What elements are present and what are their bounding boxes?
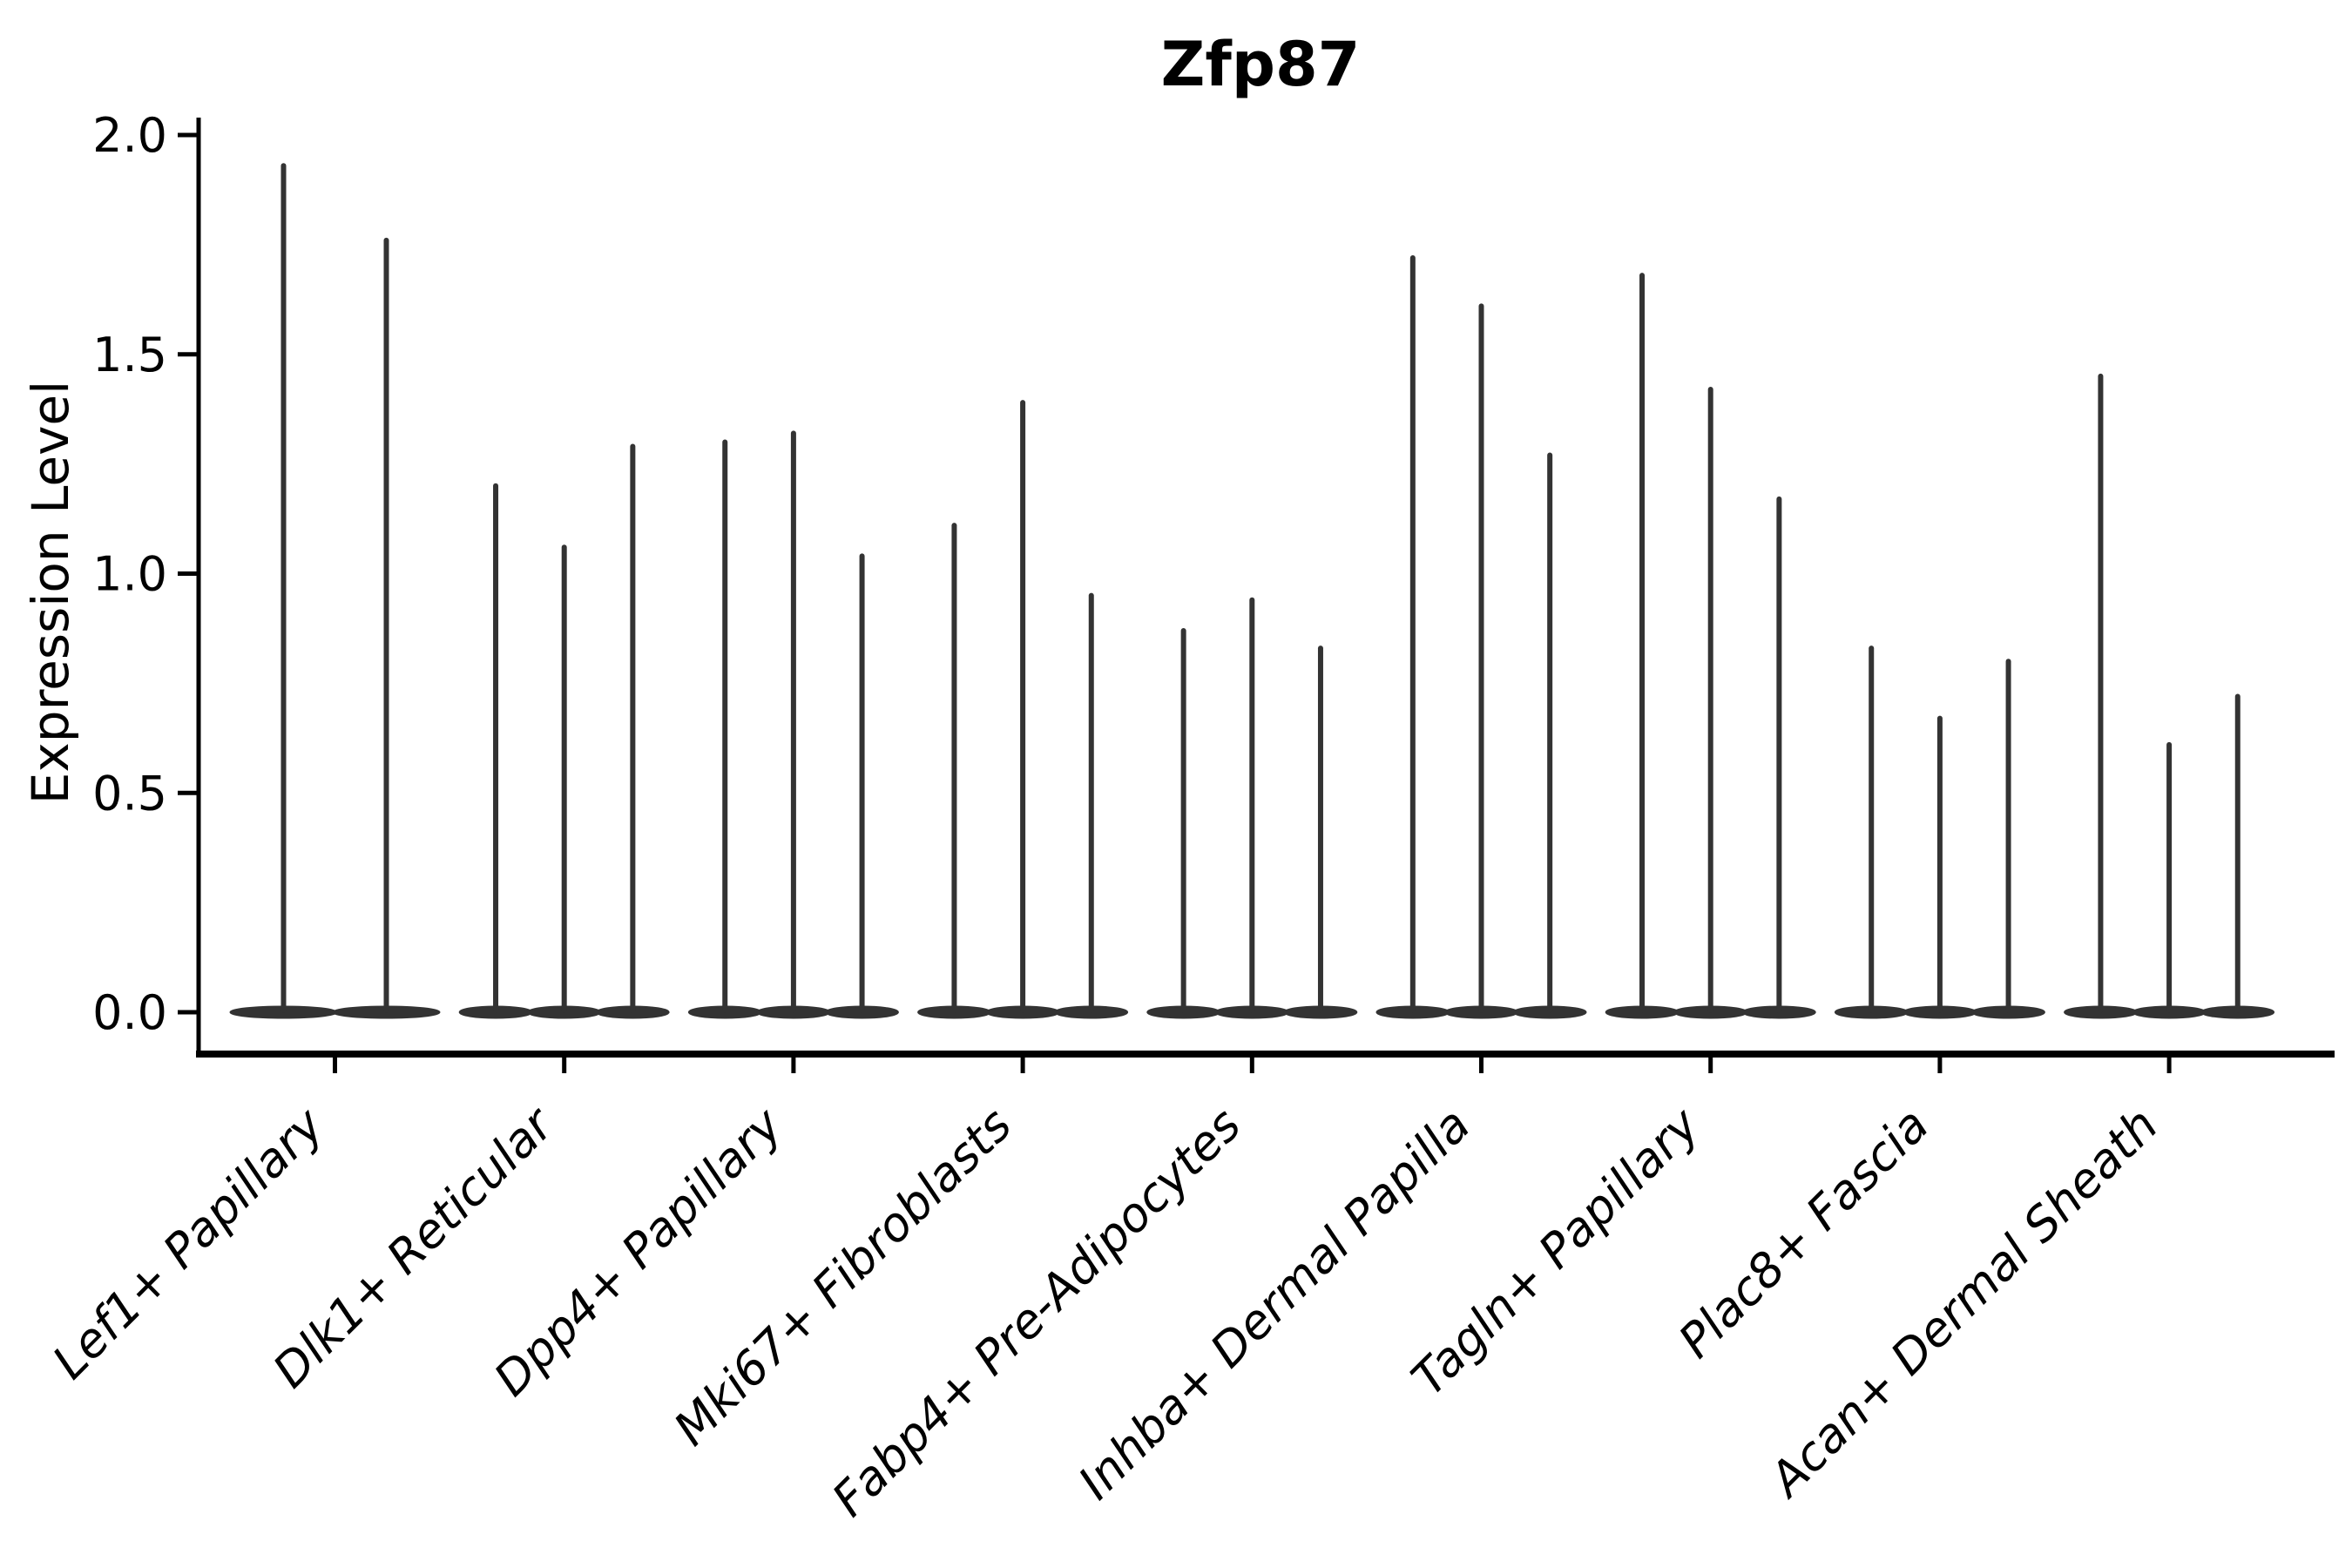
violin-group	[458, 443, 670, 1019]
violin-group	[229, 163, 441, 1019]
y-tick-label: 1.5	[92, 328, 167, 382]
x-tick-label: Fabp4+ Pre-Adipocytes	[821, 1098, 1251, 1527]
y-tick-label: 2.0	[92, 108, 167, 163]
violin-group	[1375, 254, 1587, 1019]
x-tick-label: Acan+ Dermal Sheath	[1757, 1098, 2168, 1509]
violin-group	[1146, 597, 1358, 1019]
y-tick-label: 0.0	[92, 985, 167, 1040]
y-tick-label: 1.0	[92, 547, 167, 602]
x-tick-label: Inhba+ Dermal Papilla	[1068, 1098, 1481, 1511]
y-axis-label: Expression Level	[21, 381, 80, 804]
violin-group	[2064, 373, 2275, 1019]
violin-group	[1605, 273, 1816, 1019]
y-tick-label: 0.5	[92, 766, 167, 821]
violins-layer	[229, 163, 2275, 1019]
violin-group	[687, 430, 899, 1019]
chart-title: Zfp87	[1161, 29, 1361, 100]
violin-group	[917, 400, 1129, 1019]
violin-group	[1834, 645, 2045, 1019]
